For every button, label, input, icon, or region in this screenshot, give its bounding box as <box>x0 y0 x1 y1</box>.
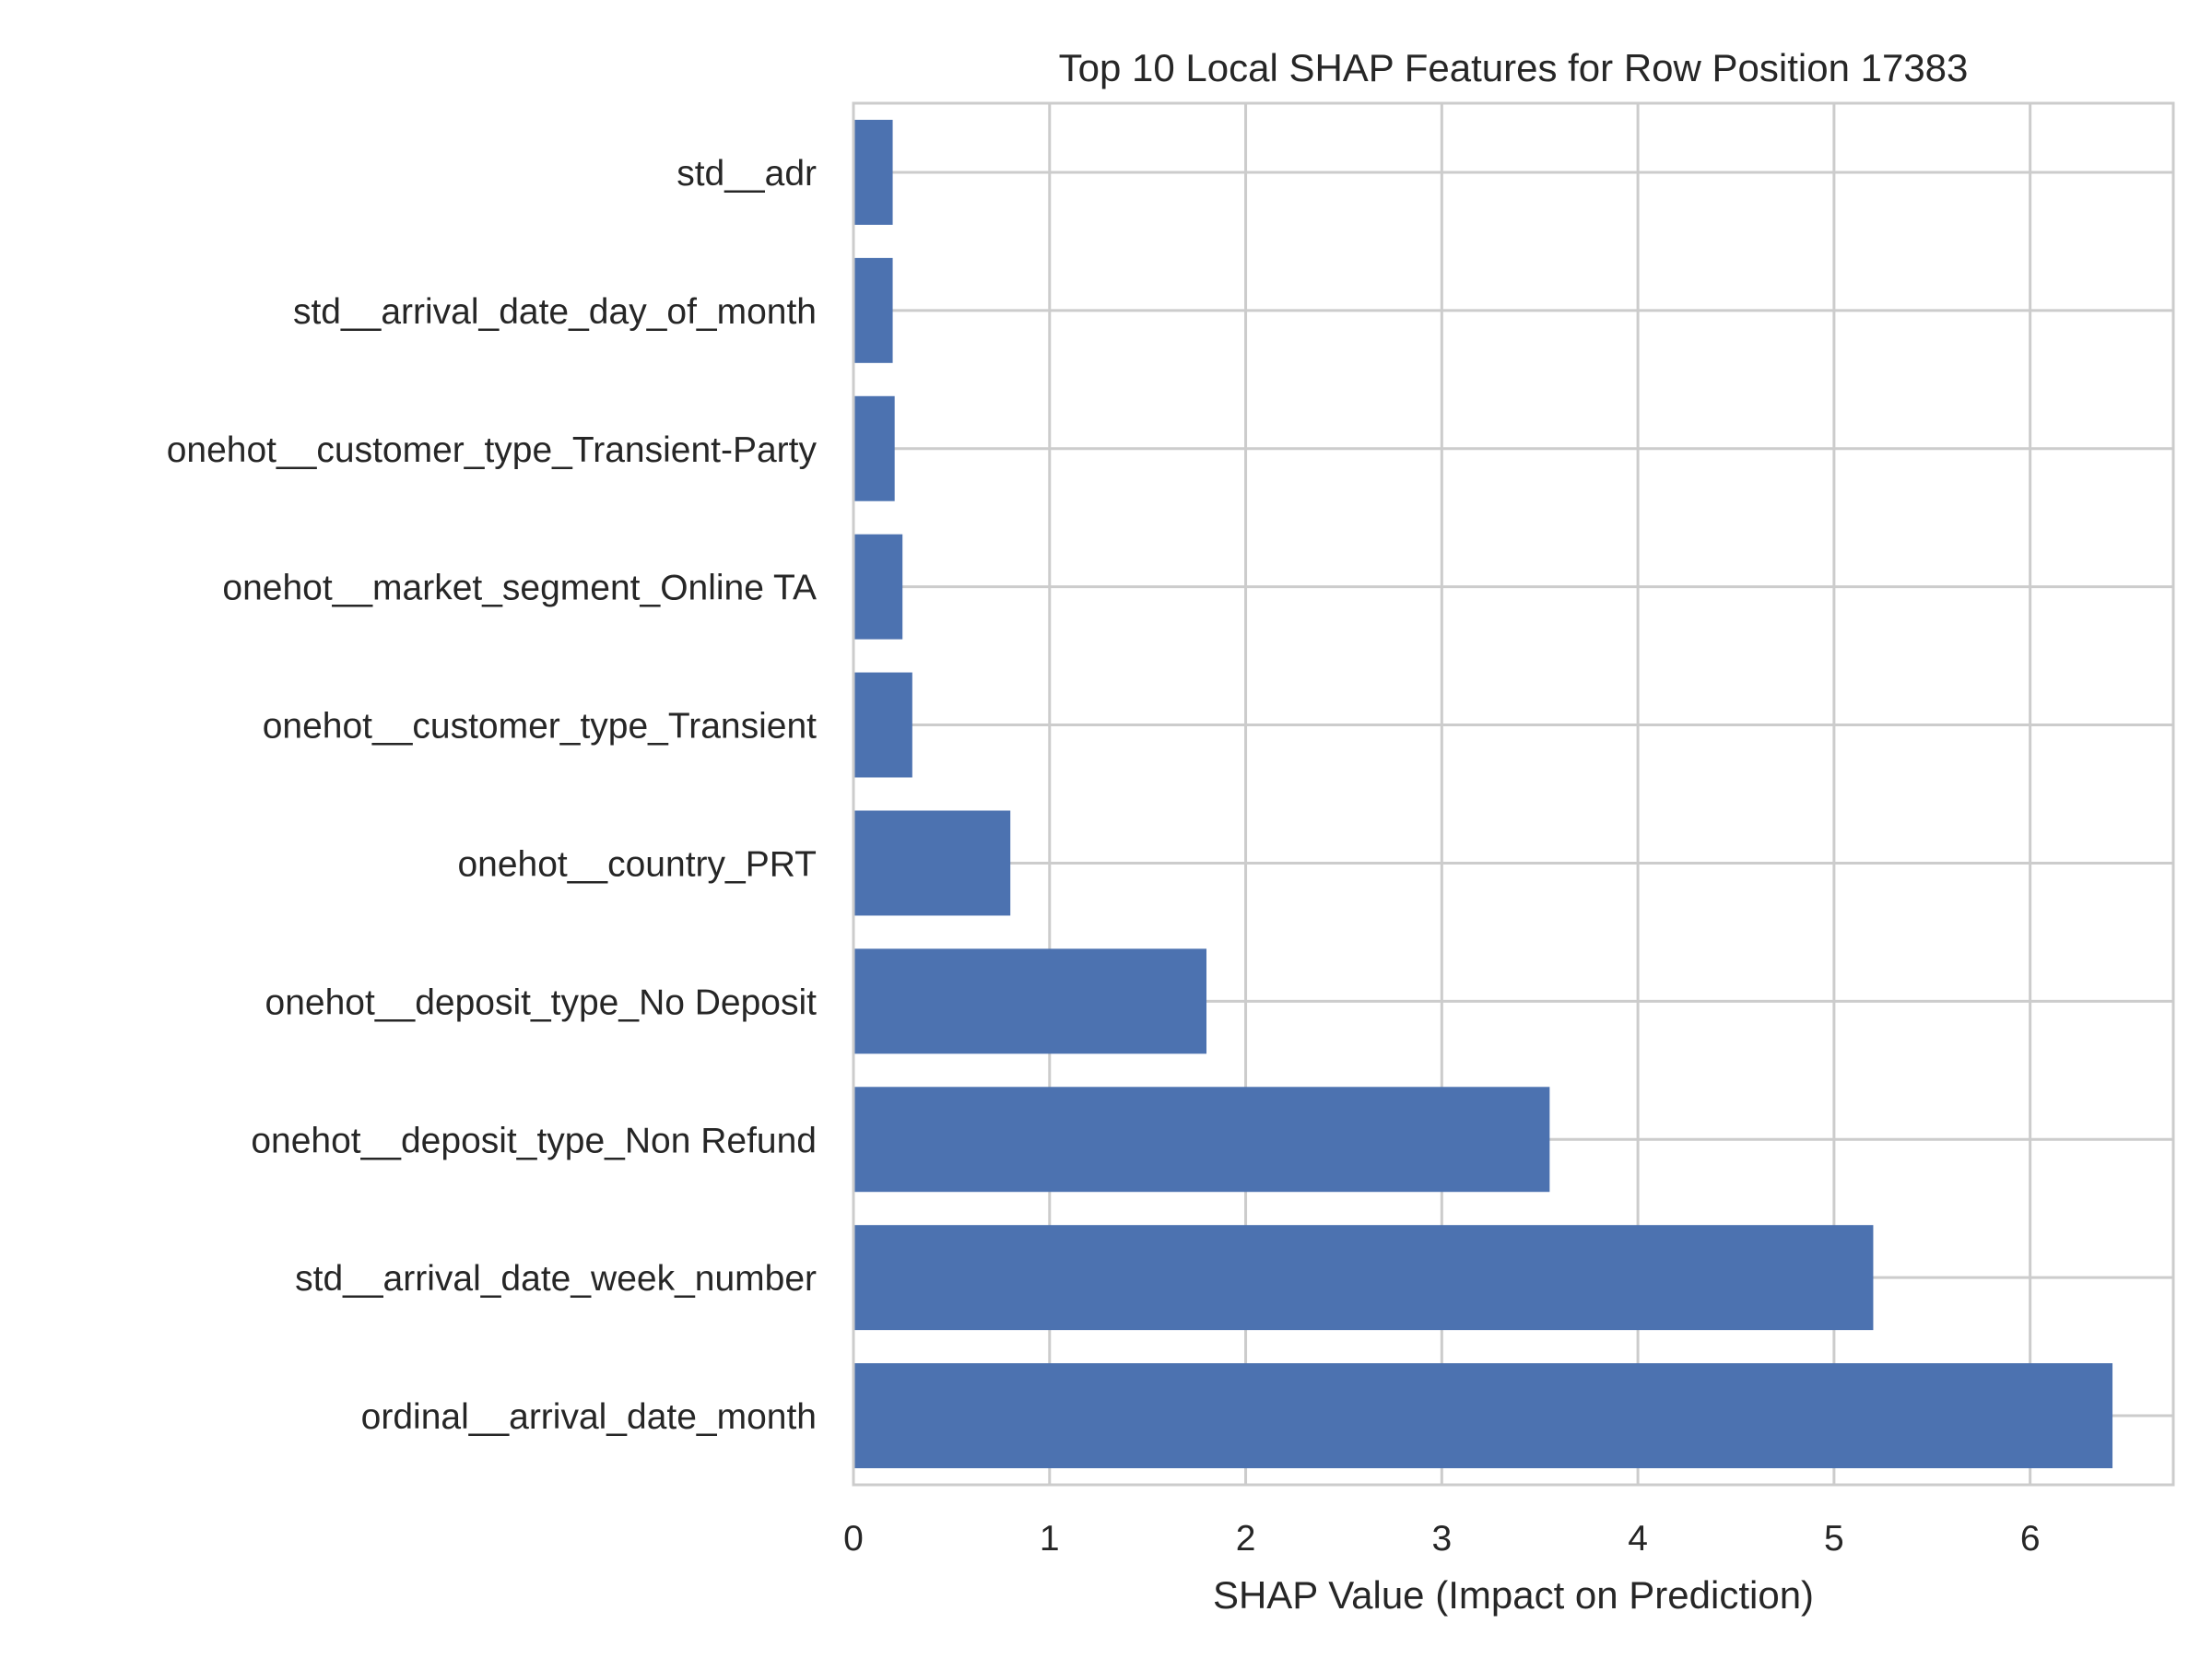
x-axis-label: SHAP Value (Impact on Prediction) <box>1213 1573 1814 1617</box>
y-tick-label: std__arrival_date_week_number <box>295 1259 817 1299</box>
bar <box>853 534 903 640</box>
bar <box>853 672 912 778</box>
bar-layer <box>853 119 2113 1469</box>
y-tick-label: onehot__customer_type_Transient <box>263 707 817 747</box>
y-tick-label: std__adr <box>677 154 817 194</box>
bar <box>853 119 893 225</box>
x-tick-labels: 0 1 2 3 4 5 6 <box>843 1519 2040 1559</box>
x-tick-label: 5 <box>1824 1519 1844 1559</box>
y-tick-label: onehot__customer_type_Transient-Party <box>167 430 818 470</box>
x-tick-label: 2 <box>1236 1519 1256 1559</box>
x-tick-label: 1 <box>1040 1519 1060 1559</box>
x-tick-label: 6 <box>2020 1519 2041 1559</box>
bar <box>853 395 895 501</box>
bar <box>853 1363 2113 1469</box>
y-tick-label: onehot__country_PRT <box>457 844 817 884</box>
x-tick-label: 0 <box>843 1519 864 1559</box>
y-tick-label: onehot__deposit_type_No Deposit <box>265 982 818 1022</box>
bar <box>853 1225 1874 1331</box>
y-tick-label: onehot__deposit_type_Non Refund <box>251 1121 817 1160</box>
y-tick-label: onehot__market_segment_Online TA <box>222 569 817 608</box>
y-tick-labels: std__adr std__arrival_date_day_of_monthon… <box>167 154 818 1437</box>
bar <box>853 948 1207 1054</box>
bar <box>853 257 893 363</box>
bar <box>853 810 1011 916</box>
y-tick-label: std__arrival_date_day_of_month <box>293 292 817 332</box>
y-tick-label: ordinal__arrival_date_month <box>361 1397 817 1437</box>
bar <box>853 1087 1550 1193</box>
plot-frame <box>852 101 2175 1487</box>
x-tick-label: 4 <box>1628 1519 1648 1559</box>
chart-title: Top 10 Local SHAP Features for Row Posit… <box>1059 46 1969 89</box>
x-tick-label: 3 <box>1431 1519 1452 1559</box>
